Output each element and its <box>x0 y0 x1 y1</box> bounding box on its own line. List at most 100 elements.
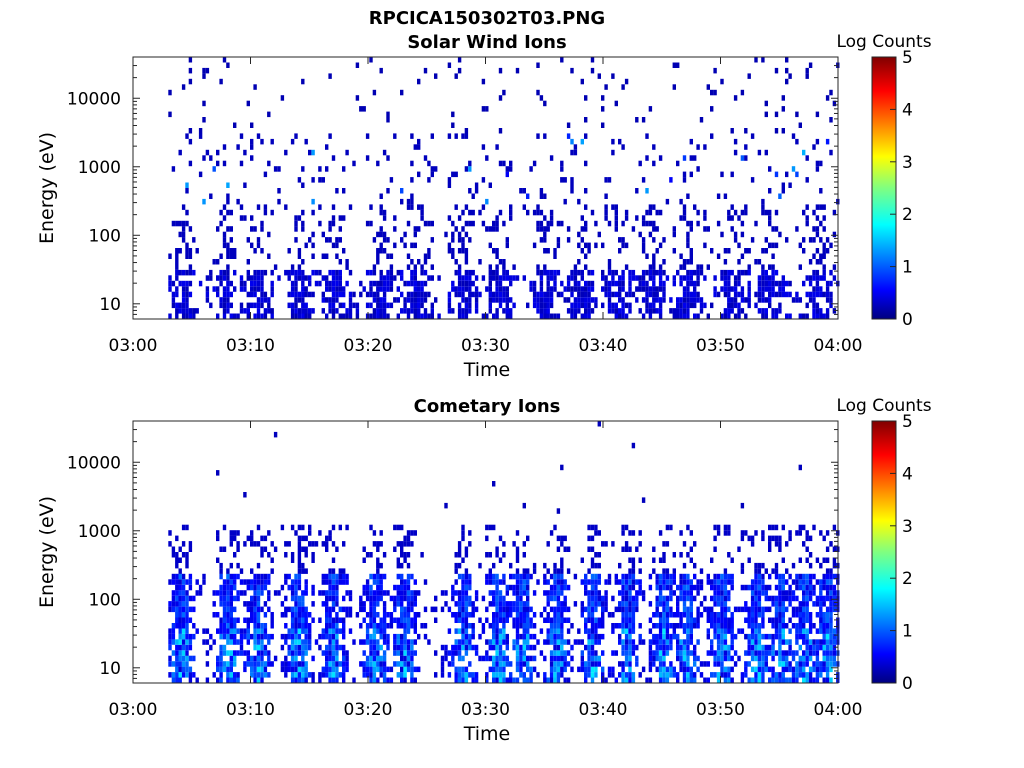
heatmap-cell <box>372 644 377 651</box>
heatmap-cell <box>812 269 816 276</box>
heatmap-cell <box>420 209 424 216</box>
heatmap-cell <box>560 612 564 618</box>
heatmap-cell <box>209 193 213 199</box>
heatmap-cell <box>631 562 636 569</box>
heatmap-cell <box>788 590 792 596</box>
heatmap-cell <box>454 612 458 618</box>
heatmap-cell <box>621 302 625 309</box>
heatmap-cell <box>590 612 595 618</box>
heatmap-cell <box>287 644 291 651</box>
heatmap-cell <box>379 242 383 249</box>
heatmap-cell <box>750 644 755 651</box>
heatmap-cell <box>284 606 288 613</box>
heatmap-cell <box>621 269 625 276</box>
heatmap-cell <box>679 639 683 645</box>
heatmap-cell <box>754 259 758 265</box>
heatmap-cell <box>693 573 697 580</box>
heatmap-cell <box>181 672 186 678</box>
heatmap-cell <box>365 666 370 673</box>
heatmap-cell <box>430 237 434 243</box>
heatmap-cell <box>556 606 561 613</box>
heatmap-cell <box>638 568 642 574</box>
heatmap-cell <box>481 220 486 227</box>
heatmap-cell <box>185 606 189 613</box>
heatmap-cell <box>321 177 325 183</box>
heatmap-cell <box>522 655 526 662</box>
heatmap-cell <box>325 623 329 629</box>
heatmap-cell <box>290 590 295 596</box>
heatmap-cell <box>451 595 455 602</box>
heatmap-cell <box>730 623 734 629</box>
heatmap-cell <box>740 530 745 536</box>
heatmap-cell <box>699 601 704 607</box>
heatmap-cell <box>239 644 244 651</box>
heatmap-cell <box>628 628 632 634</box>
heatmap-cell <box>730 612 734 618</box>
heatmap-cell <box>624 661 629 667</box>
heatmap-cell <box>488 182 492 188</box>
heatmap-cell <box>301 259 305 265</box>
heatmap-cell <box>563 535 567 542</box>
heatmap-cell <box>219 590 223 596</box>
heatmap-cell <box>781 584 785 591</box>
heatmap-cell <box>601 617 605 623</box>
heatmap-cell <box>273 655 278 662</box>
heatmap-cell <box>175 639 179 645</box>
heatmap-cell <box>280 95 285 101</box>
heatmap-cell <box>529 617 533 623</box>
heatmap-cell <box>447 62 452 68</box>
heatmap-cell <box>308 280 312 287</box>
heatmap-cell <box>382 639 387 645</box>
heatmap-cell <box>515 573 520 580</box>
heatmap-cell <box>515 677 520 683</box>
heatmap-cell <box>594 562 598 569</box>
heatmap-cell <box>560 633 564 640</box>
heatmap-cell <box>229 606 233 613</box>
heatmap-cell <box>631 584 636 591</box>
heatmap-cell <box>768 666 772 673</box>
heatmap-cell <box>744 144 748 150</box>
heatmap-cell <box>665 612 670 618</box>
heatmap-cell <box>345 612 349 618</box>
heatmap-cell <box>308 633 312 640</box>
heatmap-cell <box>648 573 653 580</box>
heatmap-cell <box>297 672 302 678</box>
heatmap-cell <box>239 650 244 656</box>
heatmap-cell <box>202 117 206 123</box>
heatmap-cell <box>832 628 837 634</box>
heatmap-cell <box>594 552 598 558</box>
heatmap-cell <box>825 612 830 618</box>
heatmap-cell <box>474 590 479 596</box>
heatmap-cell <box>747 248 751 254</box>
heatmap-cell <box>342 672 346 678</box>
heatmap-cell <box>785 639 789 645</box>
heatmap-cell <box>498 286 503 292</box>
heatmap-cell <box>706 606 710 613</box>
heatmap-cell <box>689 666 693 673</box>
heatmap-cell <box>181 633 186 640</box>
heatmap-cell <box>181 601 186 607</box>
heatmap-cell <box>822 226 826 232</box>
heatmap-cell <box>451 280 455 287</box>
heatmap-cell <box>679 590 683 596</box>
heatmap-cell <box>250 666 254 673</box>
heatmap-cell <box>451 286 455 292</box>
heatmap-cell <box>665 595 670 602</box>
heatmap-cell <box>256 562 261 569</box>
heatmap-cell <box>584 242 588 249</box>
heatmap-cell <box>825 650 830 656</box>
heatmap-cell <box>822 204 826 210</box>
heatmap-cell <box>594 650 598 656</box>
heatmap-cell <box>819 308 823 314</box>
heatmap-cell <box>658 655 663 662</box>
panel-cometary: Cometary Ions 03:00 03:10 03:20 03:30 03:40 0… <box>36 396 932 745</box>
heatmap-cell <box>774 269 779 276</box>
heatmap-cell <box>376 623 380 629</box>
heatmap-cell <box>417 144 421 150</box>
heatmap-cell <box>774 226 779 232</box>
heatmap-cell <box>410 198 414 205</box>
heatmap-cell <box>696 220 700 227</box>
heatmap-cell <box>498 612 503 618</box>
heatmap-cell <box>832 524 837 531</box>
heatmap-cell <box>444 502 448 509</box>
